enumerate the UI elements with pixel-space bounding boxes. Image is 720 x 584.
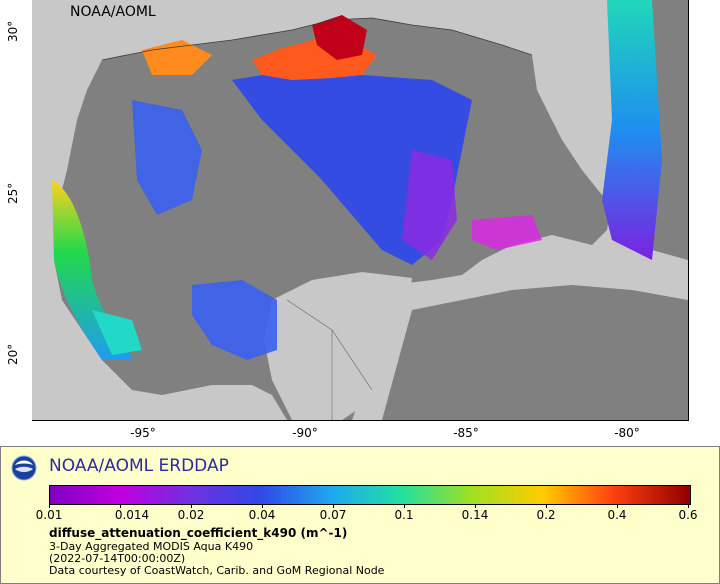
lat-tick-label: 20° xyxy=(6,343,20,365)
colorbar-label: 0.02 xyxy=(177,508,205,522)
legend-panel: NOAA/AOML ERDDAP 0.01 0.014 0.02 0 xyxy=(0,446,720,584)
south-gulf-patch-1 xyxy=(192,280,277,360)
noaa-logo-icon xyxy=(11,455,37,481)
cuba-north-patch xyxy=(472,215,542,250)
gulf-no-data-area xyxy=(54,18,612,420)
map-image xyxy=(52,0,688,420)
colorbar-label: 0.014 xyxy=(114,508,150,522)
cuba-land xyxy=(482,248,688,300)
caribbean-no-data-area xyxy=(382,285,688,420)
lon-tick-label: -80° xyxy=(614,426,640,440)
mississippi-plume-max xyxy=(312,15,367,60)
east-gulf-purple-patch xyxy=(402,150,457,260)
border-line xyxy=(286,299,373,420)
colorbar xyxy=(49,485,691,505)
map-panel[interactable]: NOAA/AOML xyxy=(32,0,689,421)
west-coast-patch xyxy=(52,180,132,360)
florida-coast-patch xyxy=(602,0,662,260)
colorbar-label: 0.2 xyxy=(536,508,556,522)
lon-tick-label: -90° xyxy=(292,426,318,440)
map-watermark: NOAA/AOML xyxy=(70,4,156,20)
colorbar-label: 0.1 xyxy=(394,508,414,522)
lat-tick-label: 30° xyxy=(6,20,20,42)
legend-title: NOAA/AOML ERDDAP xyxy=(49,456,229,476)
west-gulf-patch xyxy=(132,100,202,215)
bay-of-campeche-patch xyxy=(92,310,142,355)
map-frame: NOAA/AOML -95° -90° -85° -80° 30° 25° 20… xyxy=(6,0,689,440)
lon-tick-label: -85° xyxy=(453,426,479,440)
time-stamp: (2022-07-14T00:00:00Z) xyxy=(49,552,186,565)
data-credit: Data courtesy of CoastWatch, Carib. and … xyxy=(49,564,385,577)
coastline xyxy=(101,17,533,61)
dataset-title: 3-Day Aggregated MODIS Aqua K490 xyxy=(49,540,254,553)
colorbar-label: 0.6 xyxy=(678,508,698,522)
colorbar-label: 0.04 xyxy=(248,508,276,522)
lon-tick-label: -95° xyxy=(130,426,156,440)
variable-name: diffuse_attenuation_coefficient_k490 (m^… xyxy=(49,526,348,540)
lat-tick-label: 25° xyxy=(6,182,20,204)
colorbar-label: 0.4 xyxy=(607,508,627,522)
colorbar-label: 0.14 xyxy=(461,508,489,522)
colorbar-label: 0.07 xyxy=(319,508,347,522)
colorbar-label: 0.01 xyxy=(35,508,63,522)
